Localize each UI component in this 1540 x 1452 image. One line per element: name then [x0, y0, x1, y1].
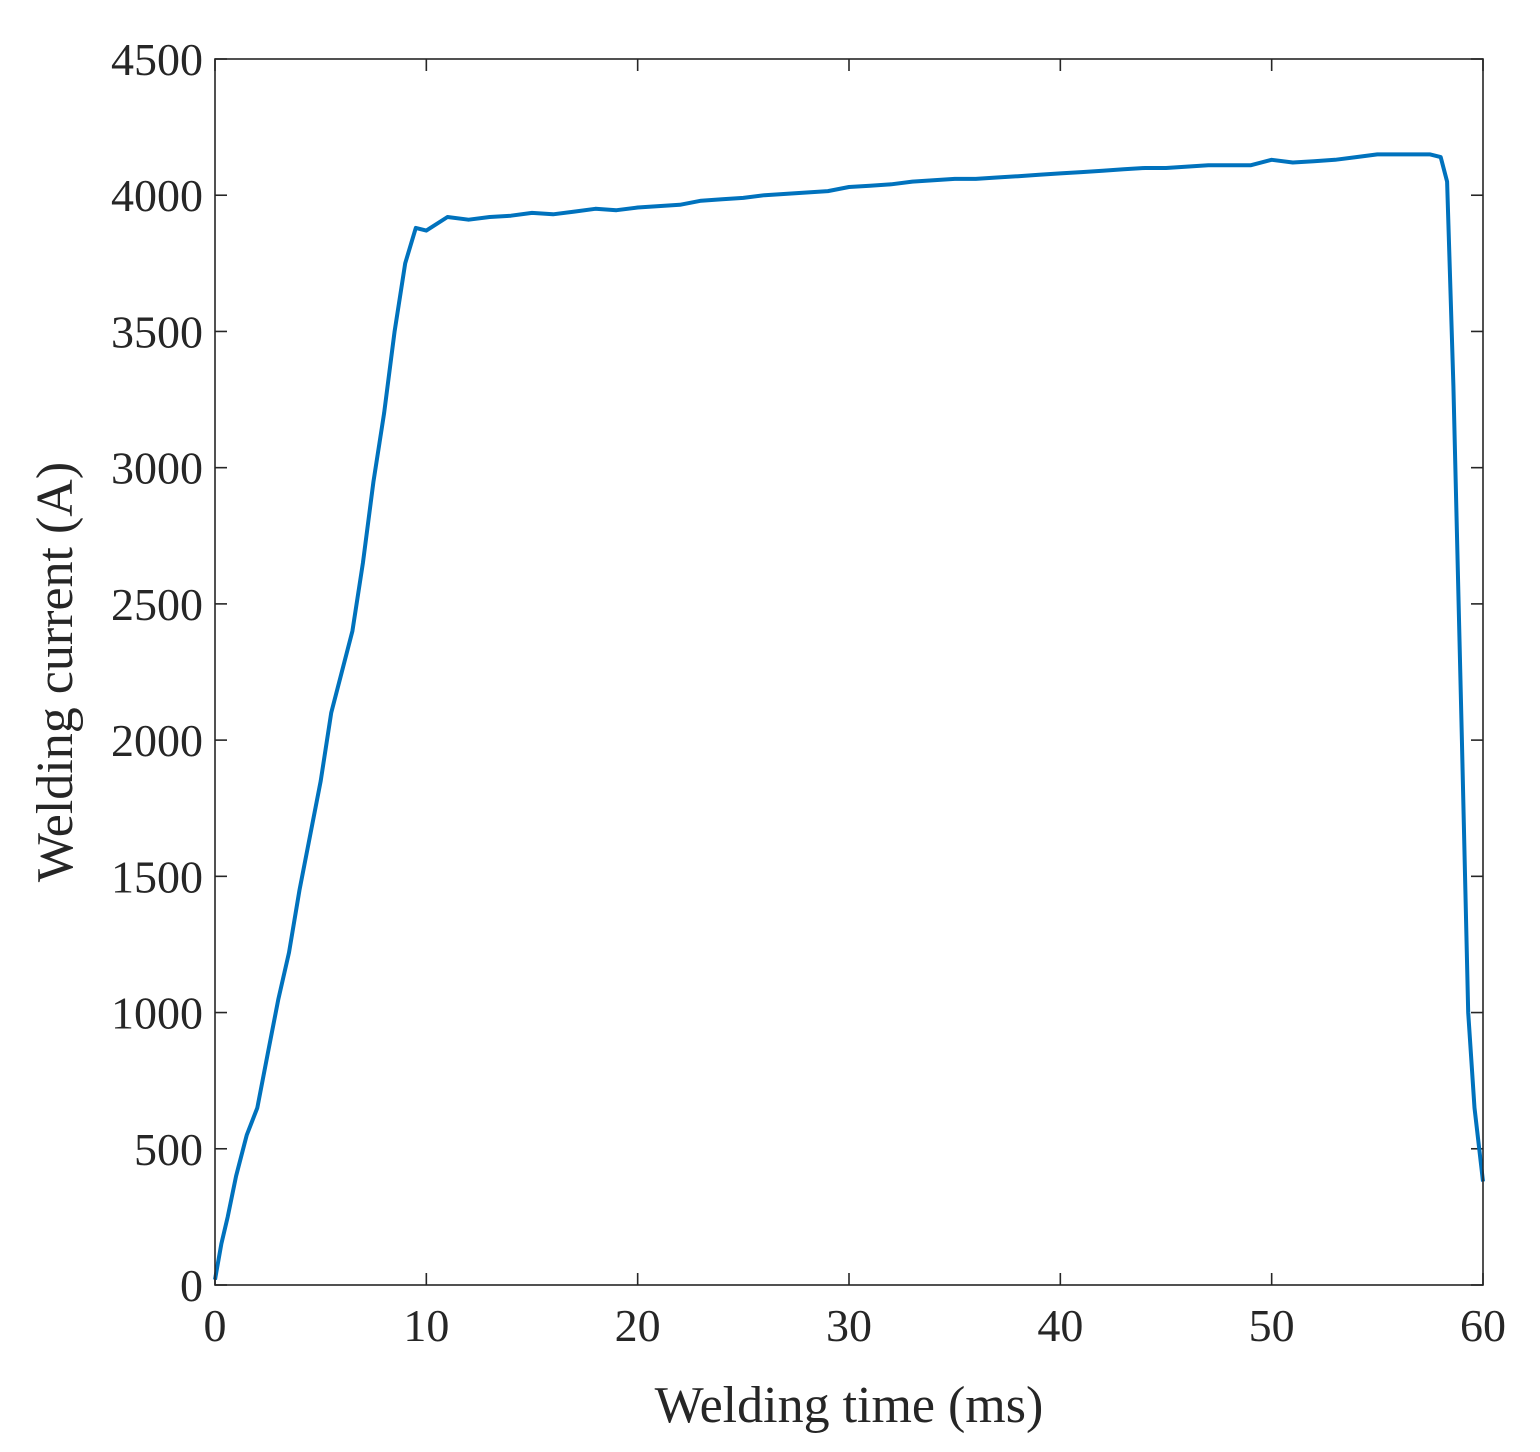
- y-tick-label: 0: [180, 1260, 203, 1311]
- y-tick-label: 2500: [111, 579, 203, 630]
- plot-area: [215, 59, 1483, 1285]
- tick-labels: 0 10 20 30 40 50 60 0 500 1000 1500 2000 2500 3000 350…: [111, 34, 1506, 1351]
- x-tick-label: 30: [826, 1300, 872, 1351]
- x-tick-label: 10: [403, 1300, 449, 1351]
- x-tick-label: 60: [1460, 1300, 1506, 1351]
- x-tick-label: 0: [204, 1300, 227, 1351]
- x-tick-label: 50: [1249, 1300, 1295, 1351]
- y-tick-label: 2000: [111, 715, 203, 766]
- series-line-0: [213, 152, 1485, 1280]
- axes-box: [214, 58, 1484, 1286]
- y-tick-label: 4000: [111, 170, 203, 221]
- y-tick-label: 1000: [111, 988, 203, 1039]
- y-tick-label: 500: [134, 1124, 203, 1175]
- y-tick-label: 4500: [111, 34, 203, 85]
- x-tick-label: 40: [1037, 1300, 1083, 1351]
- y-tick-label: 1500: [111, 851, 203, 902]
- y-tick-label: 3000: [111, 443, 203, 494]
- x-axis-label: Welding time (ms): [655, 1377, 1044, 1434]
- y-axis-label: Welding current (A): [27, 462, 84, 882]
- x-tick-label: 20: [615, 1300, 661, 1351]
- y-tick-label: 3500: [111, 306, 203, 357]
- series-group: [213, 152, 1485, 1280]
